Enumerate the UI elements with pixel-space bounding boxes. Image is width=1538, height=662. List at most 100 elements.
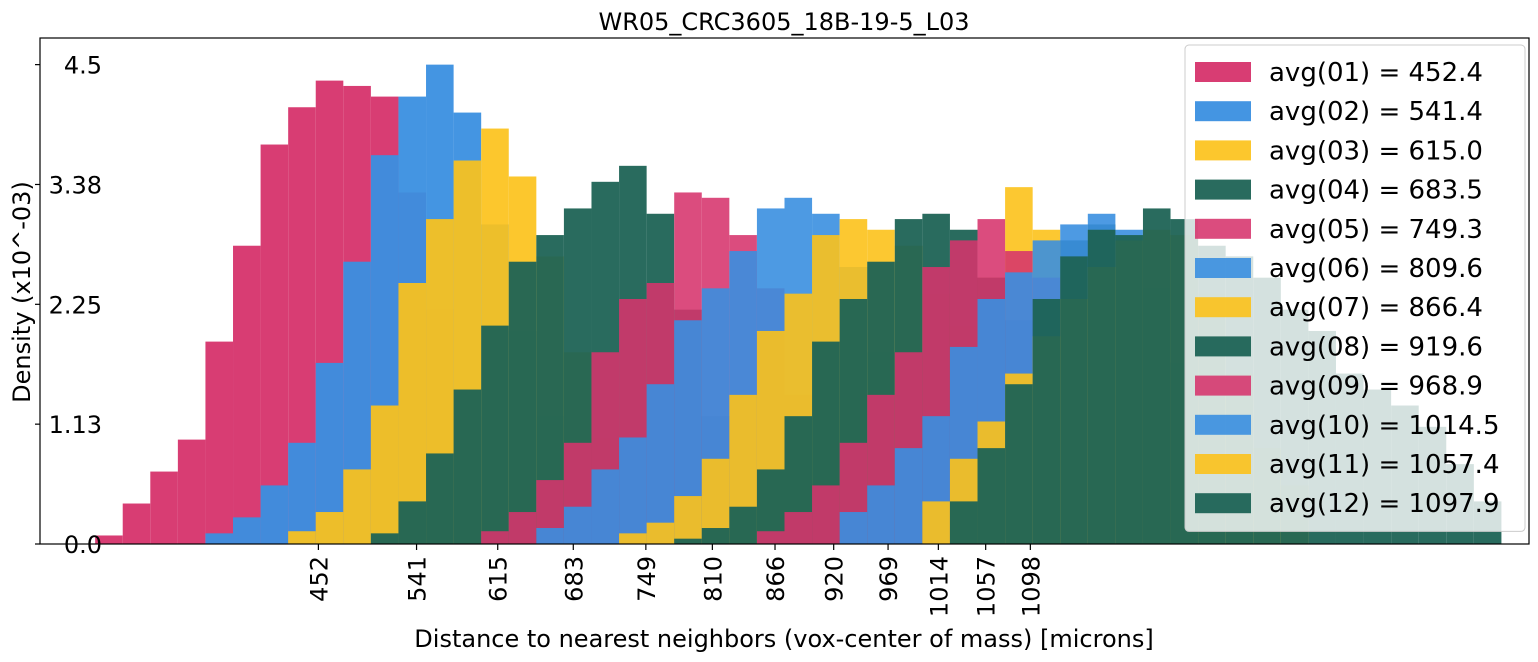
histogram-bar xyxy=(398,283,427,544)
histogram-bar xyxy=(563,506,592,544)
histogram-bar xyxy=(646,384,675,544)
legend-label: avg(12) = 1097.9 xyxy=(1269,489,1499,519)
x-tick-label: 1057 xyxy=(973,556,1001,617)
histogram-bar xyxy=(177,439,206,544)
histogram-bar xyxy=(260,485,289,544)
legend-swatch xyxy=(1195,414,1251,435)
histogram-bar xyxy=(812,485,840,544)
histogram-bar xyxy=(315,512,344,544)
legend-swatch xyxy=(1195,140,1251,161)
x-axis: 452 541 615 683 749 810 866 920 969 1014 1057 1098 xyxy=(305,544,1045,617)
y-tick-label: 1.13 xyxy=(49,411,102,439)
legend-swatch xyxy=(1195,218,1251,239)
histogram-bar xyxy=(1060,256,1088,544)
legend-label: avg(09) = 968.9 xyxy=(1269,372,1483,402)
histogram-bar xyxy=(508,261,537,544)
legend-label: avg(08) = 919.6 xyxy=(1269,332,1483,362)
legend-label: avg(07) = 866.4 xyxy=(1269,293,1483,323)
plot-frame xyxy=(39,37,1530,545)
histogram-bar xyxy=(122,503,151,544)
legend-swatch xyxy=(1195,493,1251,514)
x-tick-label: 969 xyxy=(875,556,903,602)
histogram-bar xyxy=(646,522,675,544)
x-tick-label: 683 xyxy=(560,556,588,602)
y-tick-label: 0.0 xyxy=(64,531,102,559)
histogram-bar xyxy=(894,448,923,544)
histogram-bar xyxy=(922,501,950,544)
x-tick-label: 1098 xyxy=(1017,556,1045,617)
histogram-bar xyxy=(1005,384,1033,544)
histogram-bar xyxy=(288,531,316,544)
legend-box xyxy=(1184,44,1526,532)
x-tick-label: 749 xyxy=(633,556,661,602)
legend-swatch xyxy=(1195,62,1251,82)
histogram-bar xyxy=(150,471,178,544)
histogram-bar xyxy=(674,496,702,544)
histogram-bar xyxy=(426,453,454,544)
histogram-bar xyxy=(839,512,868,544)
histogram-bar xyxy=(1115,235,1143,544)
legend-swatch xyxy=(1195,454,1251,474)
histogram-bar xyxy=(343,469,371,544)
histogram-bar xyxy=(205,533,234,544)
histogram-bar xyxy=(288,442,316,544)
histogram-bar xyxy=(370,533,399,544)
legend-label: avg(02) = 541.4 xyxy=(1269,97,1483,127)
legend: avg(01) = 452.4 avg(02) = 541.4 avg(03) = … xyxy=(1184,44,1526,532)
y-axis: 0.0 1.13 2.25 3.38 4.5 xyxy=(35,52,102,559)
histogram-bar xyxy=(453,389,482,544)
legend-label: avg(11) = 1057.4 xyxy=(1269,450,1499,480)
histogram-bar xyxy=(205,341,234,544)
histogram-bar xyxy=(481,325,509,544)
y-tick-label: 3.38 xyxy=(49,171,102,199)
legend-label: avg(04) = 683.5 xyxy=(1269,176,1483,206)
x-tick-label: 810 xyxy=(699,556,727,602)
legend-swatch xyxy=(1195,297,1251,318)
x-tick-label: 1014 xyxy=(925,556,953,617)
histogram-bar xyxy=(95,535,123,544)
histogram-bar xyxy=(1087,229,1116,544)
x-tick-label: 541 xyxy=(404,556,432,602)
histogram-bar xyxy=(1142,208,1171,544)
legend-label: avg(01) = 452.4 xyxy=(1269,58,1483,88)
histogram-bar xyxy=(977,448,1006,544)
histogram-bar xyxy=(729,506,757,544)
legend-label: avg(10) = 1014.5 xyxy=(1269,411,1499,441)
chart-title: WR05_CRC3605_18B-19-5_L03 xyxy=(598,8,969,36)
x-tick-label: 866 xyxy=(762,556,790,602)
histogram-bar xyxy=(398,501,427,544)
histogram-bar xyxy=(674,538,702,544)
histogram-bar xyxy=(619,437,647,544)
legend-swatch xyxy=(1195,258,1251,278)
histogram-bar xyxy=(949,501,978,544)
histogram-bar xyxy=(1032,298,1061,544)
legend-swatch xyxy=(1195,375,1251,396)
histogram-bar xyxy=(867,485,895,544)
y-tick-label: 2.25 xyxy=(49,291,102,319)
histogram-bar xyxy=(370,405,399,544)
histogram-bar xyxy=(591,469,620,544)
legend-label: avg(03) = 615.0 xyxy=(1269,136,1483,166)
histogram-bar xyxy=(784,512,813,544)
histogram-bar xyxy=(508,512,537,544)
histogram-bar xyxy=(756,531,785,544)
histogram-bar xyxy=(233,517,261,544)
x-tick-label: 452 xyxy=(305,556,333,602)
x-axis-label: Distance to nearest neighbors (vox-cente… xyxy=(414,625,1153,653)
y-tick-label: 4.5 xyxy=(64,52,102,80)
histogram-bar xyxy=(260,144,289,544)
histogram-bar xyxy=(233,245,261,545)
legend-swatch xyxy=(1195,101,1251,122)
legend-swatch xyxy=(1195,179,1251,200)
legend-swatch xyxy=(1195,336,1251,357)
x-tick-label: 920 xyxy=(821,556,849,602)
y-axis-label: Density (x10^-03) xyxy=(8,181,36,403)
x-tick-label: 615 xyxy=(485,556,513,602)
histogram-bar xyxy=(481,531,509,544)
histogram-bar xyxy=(701,528,730,544)
legend-label: avg(05) = 749.3 xyxy=(1269,215,1483,245)
legend-label: avg(06) = 809.6 xyxy=(1269,254,1483,284)
histogram-bar xyxy=(536,528,564,544)
histogram-bar xyxy=(619,533,647,544)
